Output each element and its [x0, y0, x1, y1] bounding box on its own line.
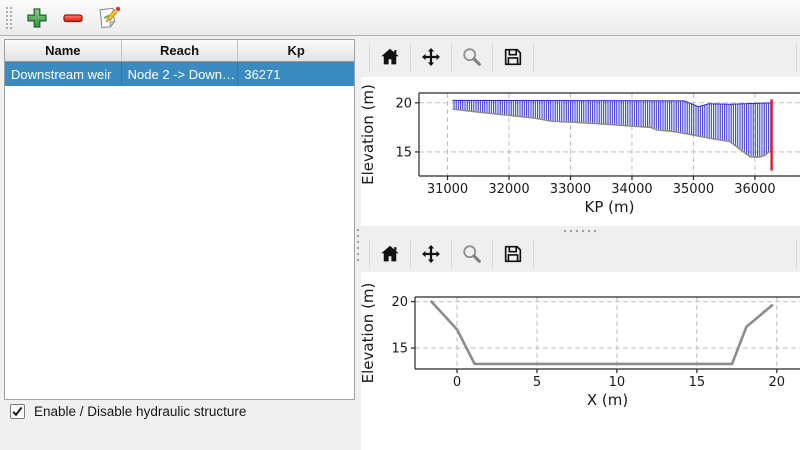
main-toolbar	[0, 0, 800, 36]
cell-structure-kp: 36271	[244, 66, 281, 82]
structures-table: Name Reach Kp Downstream weir Node 2 -> …	[4, 39, 355, 400]
plots-panel: 31000 32000 33000 34000 35000 36000 15 20 KP (m)…	[361, 37, 800, 450]
toolbar-separator	[410, 43, 411, 71]
add-structure-button[interactable]	[21, 3, 53, 33]
toolbar-separator	[451, 43, 452, 71]
svg-text:Elevation (m): Elevation (m)	[361, 84, 377, 185]
save-button-bottom[interactable]	[498, 239, 528, 269]
svg-text:32000: 32000	[488, 182, 529, 197]
column-header-name[interactable]: Name	[5, 40, 122, 61]
svg-text:20: 20	[395, 96, 412, 111]
svg-text:15: 15	[395, 145, 412, 160]
home-icon	[381, 245, 399, 262]
checkmark-icon	[12, 406, 23, 417]
pan-button-bottom[interactable]	[416, 239, 446, 269]
longitudinal-profile-canvas[interactable]: 31000 32000 33000 34000 35000 36000 15 20 KP (m)…	[361, 77, 800, 226]
home-button-bottom[interactable]	[375, 239, 405, 269]
toolbar-separator	[796, 43, 797, 71]
table-header-row: Name Reach Kp	[5, 40, 354, 62]
toolbar-separator	[533, 240, 534, 268]
pan-icon	[422, 245, 440, 263]
home-button-top[interactable]	[375, 42, 405, 72]
svg-text:0: 0	[453, 375, 461, 390]
column-header-reach[interactable]: Reach	[122, 40, 239, 61]
svg-text:31000: 31000	[427, 182, 468, 197]
cell-structure-reach: Node 2 -> Down…	[122, 62, 239, 86]
pan-icon	[422, 48, 440, 66]
zoom-icon	[463, 48, 481, 66]
cross-section-canvas[interactable]: 0 5 10 15 20 15 20 X (m) Elevation (m)	[361, 272, 800, 450]
toolbar-separator	[369, 43, 370, 71]
zoom-button-top[interactable]	[457, 42, 487, 72]
svg-text:X (m): X (m)	[587, 391, 628, 409]
top-plot-toolbar	[361, 37, 800, 77]
plus-icon	[27, 7, 47, 28]
svg-text:20: 20	[391, 295, 408, 310]
toolbar-separator	[796, 240, 797, 268]
zoom-icon	[463, 245, 481, 263]
svg-text:15: 15	[689, 375, 706, 390]
save-icon	[504, 48, 522, 66]
pan-button-top[interactable]	[416, 42, 446, 72]
enable-structure-checkbox[interactable]	[10, 404, 25, 419]
zoom-button-bottom[interactable]	[457, 239, 487, 269]
toolbar-separator	[492, 43, 493, 71]
svg-text:10: 10	[609, 375, 626, 390]
svg-text:Elevation (m): Elevation (m)	[361, 283, 377, 384]
home-icon	[381, 48, 399, 65]
svg-text:15: 15	[391, 342, 408, 357]
svg-text:5: 5	[533, 375, 541, 390]
save-button-top[interactable]	[498, 42, 528, 72]
plots-splitter	[361, 226, 800, 236]
edit-structure-button[interactable]	[93, 3, 125, 33]
toolbar-drag-handle[interactable]	[4, 4, 13, 31]
panel-splitter-handle[interactable]	[355, 227, 361, 263]
column-header-kp[interactable]: Kp	[287, 43, 305, 58]
cell-structure-name: Downstream weir	[5, 62, 122, 86]
toolbar-separator	[410, 240, 411, 268]
svg-text:35000: 35000	[673, 182, 714, 197]
save-icon	[504, 245, 522, 263]
svg-text:20: 20	[769, 375, 786, 390]
minus-icon	[63, 13, 83, 22]
svg-text:34000: 34000	[611, 182, 652, 197]
table-row[interactable]: Downstream weir Node 2 -> Down… 36271	[5, 62, 354, 86]
svg-text:33000: 33000	[550, 182, 591, 197]
edit-icon	[98, 5, 121, 29]
enable-structure-row: Enable / Disable hydraulic structure	[10, 404, 246, 419]
toolbar-separator	[369, 240, 370, 268]
svg-text:36000: 36000	[734, 182, 775, 197]
toolbar-separator	[533, 43, 534, 71]
svg-text:KP (m): KP (m)	[585, 198, 635, 216]
toolbar-separator	[451, 240, 452, 268]
remove-structure-button[interactable]	[57, 3, 89, 33]
bottom-plot-toolbar	[361, 236, 800, 272]
plots-splitter-handle[interactable]	[561, 228, 600, 234]
enable-structure-label: Enable / Disable hydraulic structure	[34, 404, 247, 419]
toolbar-separator	[492, 240, 493, 268]
